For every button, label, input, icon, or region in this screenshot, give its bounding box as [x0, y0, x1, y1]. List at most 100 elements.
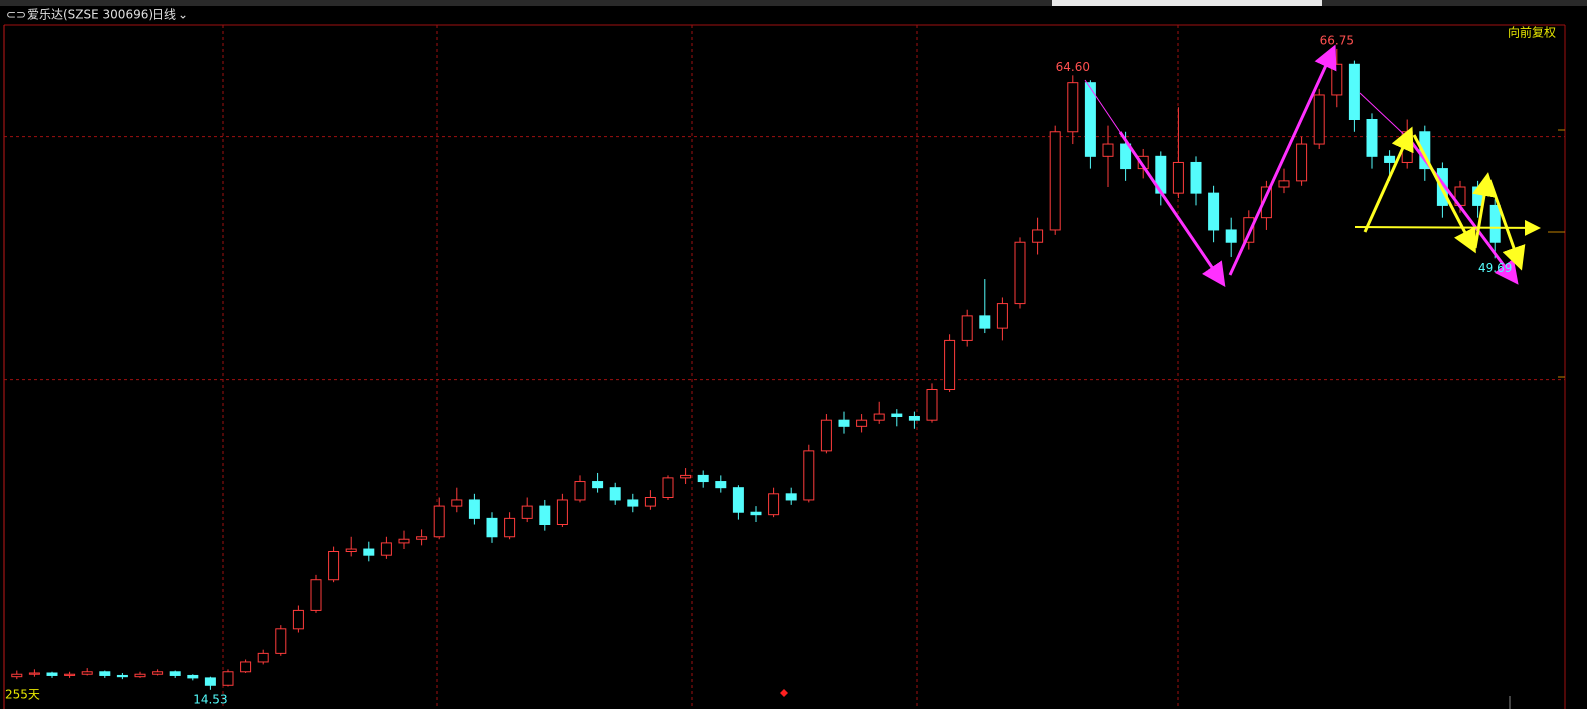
- trend-arrow[interactable]: [1488, 179, 1526, 271]
- date-grid: [222, 25, 1179, 709]
- candle-body: [81, 671, 93, 675]
- candle-body: [398, 538, 410, 544]
- candle-body: [345, 548, 357, 553]
- candle-body: [1313, 94, 1325, 145]
- candle-body: [856, 419, 868, 427]
- candle-body: [1260, 186, 1272, 219]
- candle-body: [11, 673, 23, 678]
- candle-body: [1014, 241, 1026, 305]
- period-dropdown-arrow[interactable]: ⌄: [178, 8, 188, 22]
- candle-body: [1225, 229, 1237, 243]
- trend-arrow[interactable]: [1118, 131, 1226, 287]
- candle-body: [1208, 192, 1220, 231]
- event-marker[interactable]: [780, 689, 788, 697]
- candle-body: [1472, 186, 1484, 206]
- candle-body: [715, 481, 727, 489]
- candle-body: [468, 499, 480, 519]
- candle-body: [380, 542, 392, 556]
- candle-body: [433, 505, 445, 538]
- top-strip: [0, 0, 1587, 6]
- candle-body: [116, 674, 128, 678]
- candle-body: [574, 481, 586, 501]
- candle-body: [750, 511, 762, 516]
- trend-arrow[interactable]: [1412, 134, 1476, 254]
- candle-body: [820, 419, 832, 452]
- trend-arrow[interactable]: [1472, 172, 1496, 249]
- candle-body: [539, 505, 551, 526]
- candle-body: [187, 674, 199, 679]
- candle-body: [1331, 63, 1343, 96]
- span-label: 255天: [5, 688, 40, 702]
- candle-body: [873, 413, 885, 421]
- drawings[interactable]: [1084, 44, 1541, 287]
- candle-body: [926, 389, 938, 421]
- candle-body: [1120, 143, 1132, 170]
- trend-arrow[interactable]: [1363, 126, 1414, 233]
- link-icon[interactable]: ⊂⊃: [6, 8, 26, 22]
- candle-body: [838, 419, 850, 427]
- candle-body: [1384, 155, 1396, 163]
- candle-body: [1102, 143, 1114, 157]
- candle-body: [697, 474, 709, 483]
- candle-body: [416, 536, 428, 540]
- candle-body: [28, 672, 40, 675]
- support-line[interactable]: [1354, 219, 1541, 236]
- candle-body: [732, 487, 744, 513]
- trend-line[interactable]: [1084, 79, 1121, 133]
- candle-body: [1172, 161, 1184, 194]
- candle-body: [891, 413, 903, 417]
- candle-body: [1049, 131, 1061, 231]
- candle-body: [609, 487, 621, 501]
- candle-body: [99, 671, 111, 676]
- candle-body: [275, 628, 287, 654]
- candle-body: [328, 551, 340, 581]
- candle-body: [240, 661, 252, 673]
- candle-body: [556, 499, 568, 526]
- period-selector[interactable]: 日线: [152, 8, 176, 22]
- adjust-label[interactable]: 向前复权: [1508, 25, 1556, 40]
- candle-body: [1366, 119, 1378, 157]
- candle-body: [944, 339, 956, 390]
- header-bar: [0, 6, 1587, 25]
- candle-body: [1084, 82, 1096, 157]
- candle-body: [961, 315, 973, 341]
- extreme-label: 14.53: [193, 692, 227, 706]
- candle-body: [204, 677, 216, 686]
- candle-body: [592, 481, 604, 489]
- candle-body: [803, 450, 815, 501]
- extreme-label: 49.69: [1478, 261, 1512, 275]
- candle-body: [1489, 204, 1501, 243]
- candle-body: [680, 474, 692, 479]
- candle-body: [1032, 229, 1044, 243]
- candle-body: [1278, 180, 1290, 188]
- candle-body: [1243, 217, 1255, 243]
- candle-body: [1348, 63, 1360, 120]
- candle-body: [908, 416, 920, 421]
- extreme-label: 66.75: [1320, 33, 1354, 47]
- candle-body: [46, 672, 58, 676]
- candle-body: [134, 673, 146, 678]
- candle-body: [627, 499, 639, 507]
- candle-body: [257, 652, 269, 663]
- candle-body: [1419, 131, 1431, 170]
- candle-body: [486, 517, 498, 538]
- candle-body: [521, 505, 533, 519]
- candles: [11, 48, 1501, 690]
- candle-body: [979, 315, 991, 329]
- candle-body: [1190, 161, 1202, 194]
- candle-body: [169, 671, 181, 676]
- extreme-label: 64.60: [1056, 60, 1090, 74]
- candle-body: [996, 303, 1008, 329]
- candle-body: [1067, 82, 1079, 133]
- toolbar[interactable]: [1052, 0, 1322, 7]
- right-ticks: [1548, 129, 1565, 378]
- stock-title: 爱乐达(SZSE 300696): [27, 8, 153, 22]
- candle-body: [768, 493, 780, 516]
- trend-arrow[interactable]: [1228, 44, 1337, 276]
- candle-body: [64, 673, 76, 676]
- candle-body: [662, 477, 674, 499]
- candle-body: [363, 548, 375, 556]
- candle-body: [222, 671, 234, 686]
- candle-body: [644, 497, 656, 507]
